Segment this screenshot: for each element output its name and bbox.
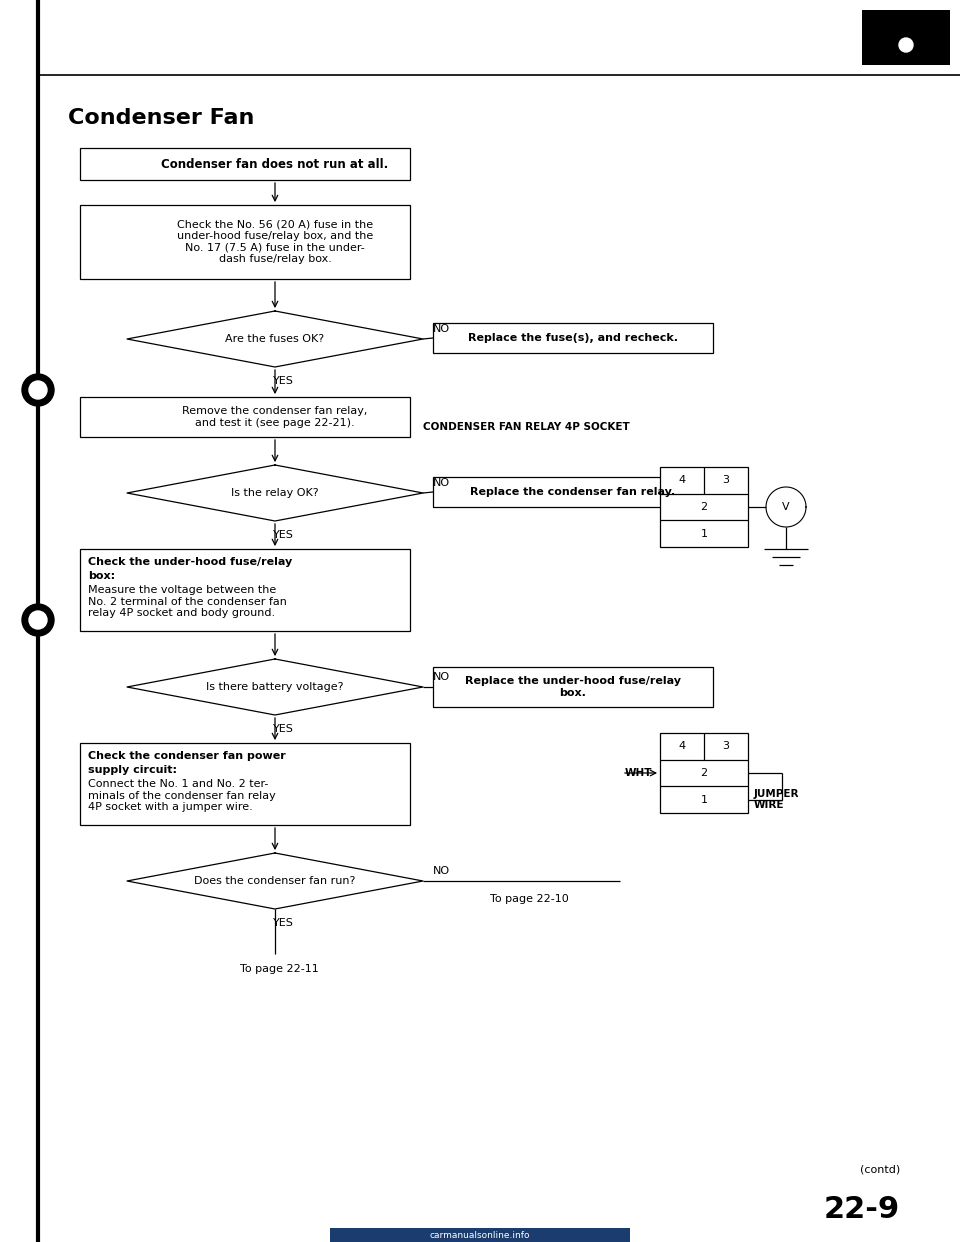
Text: Condenser Fan: Condenser Fan bbox=[68, 108, 254, 128]
Bar bbox=[80, 205, 410, 279]
Text: WHT: WHT bbox=[625, 768, 652, 777]
Text: Measure the voltage between the
No. 2 terminal of the condenser fan
relay 4P soc: Measure the voltage between the No. 2 te… bbox=[88, 585, 287, 619]
Text: NO: NO bbox=[432, 324, 449, 334]
Bar bbox=[862, 10, 950, 65]
Text: V: V bbox=[782, 502, 790, 512]
Text: Are the fuses OK?: Are the fuses OK? bbox=[226, 334, 324, 344]
Text: Check the under-hood fuse/relay: Check the under-hood fuse/relay bbox=[88, 556, 292, 568]
Bar bbox=[330, 1228, 630, 1242]
Text: 1: 1 bbox=[701, 795, 708, 805]
Bar bbox=[80, 397, 410, 437]
Text: 2: 2 bbox=[701, 502, 708, 512]
Text: Replace the fuse(s), and recheck.: Replace the fuse(s), and recheck. bbox=[468, 333, 678, 343]
Circle shape bbox=[29, 611, 47, 628]
Bar bbox=[660, 733, 748, 814]
Text: 2: 2 bbox=[701, 768, 708, 777]
Bar bbox=[433, 477, 713, 507]
Text: YES: YES bbox=[273, 376, 294, 386]
Text: box:: box: bbox=[88, 571, 115, 581]
Text: Is the relay OK?: Is the relay OK? bbox=[231, 488, 319, 498]
Bar bbox=[660, 467, 748, 546]
Text: YES: YES bbox=[273, 530, 294, 540]
Text: Replace the condenser fan relay.: Replace the condenser fan relay. bbox=[470, 487, 676, 497]
Circle shape bbox=[22, 604, 54, 636]
Text: 22-9: 22-9 bbox=[824, 1196, 900, 1225]
Text: Check the condenser fan power: Check the condenser fan power bbox=[88, 751, 286, 761]
Text: NO: NO bbox=[432, 866, 449, 876]
Text: Condenser fan does not run at all.: Condenser fan does not run at all. bbox=[161, 158, 389, 170]
Text: CONDENSER FAN RELAY 4P SOCKET: CONDENSER FAN RELAY 4P SOCKET bbox=[423, 422, 630, 432]
Text: Check the No. 56 (20 A) fuse in the
under-hood fuse/relay box, and the
No. 17 (7: Check the No. 56 (20 A) fuse in the unde… bbox=[177, 220, 373, 265]
Text: (contd): (contd) bbox=[860, 1165, 900, 1175]
Bar bbox=[433, 667, 713, 707]
Text: 4: 4 bbox=[679, 741, 685, 751]
Text: JUMPER
WIRE: JUMPER WIRE bbox=[754, 789, 800, 811]
Circle shape bbox=[22, 374, 54, 406]
Text: To page 22-11: To page 22-11 bbox=[240, 964, 319, 974]
Text: NO: NO bbox=[432, 672, 449, 682]
Text: NO: NO bbox=[432, 478, 449, 488]
Bar bbox=[80, 549, 410, 631]
Bar bbox=[433, 323, 713, 353]
Bar bbox=[80, 148, 410, 180]
Text: YES: YES bbox=[273, 918, 294, 928]
Text: Remove the condenser fan relay,
and test it (see page 22-21).: Remove the condenser fan relay, and test… bbox=[182, 406, 368, 427]
Text: 4: 4 bbox=[679, 476, 685, 486]
Text: carmanualsonline.info: carmanualsonline.info bbox=[430, 1231, 530, 1240]
Text: 3: 3 bbox=[723, 476, 730, 486]
Text: Is there battery voltage?: Is there battery voltage? bbox=[206, 682, 344, 692]
Text: supply circuit:: supply circuit: bbox=[88, 765, 177, 775]
Text: Replace the under-hood fuse/relay
box.: Replace the under-hood fuse/relay box. bbox=[465, 676, 681, 698]
Text: 3: 3 bbox=[723, 741, 730, 751]
Circle shape bbox=[29, 381, 47, 399]
Text: Does the condenser fan run?: Does the condenser fan run? bbox=[194, 876, 356, 886]
Text: Connect the No. 1 and No. 2 ter-
minals of the condenser fan relay
4P socket wit: Connect the No. 1 and No. 2 ter- minals … bbox=[88, 779, 276, 812]
Text: YES: YES bbox=[273, 724, 294, 734]
Text: To page 22-10: To page 22-10 bbox=[490, 894, 568, 904]
Bar bbox=[80, 743, 410, 825]
Text: 1: 1 bbox=[701, 529, 708, 539]
Circle shape bbox=[899, 39, 913, 52]
